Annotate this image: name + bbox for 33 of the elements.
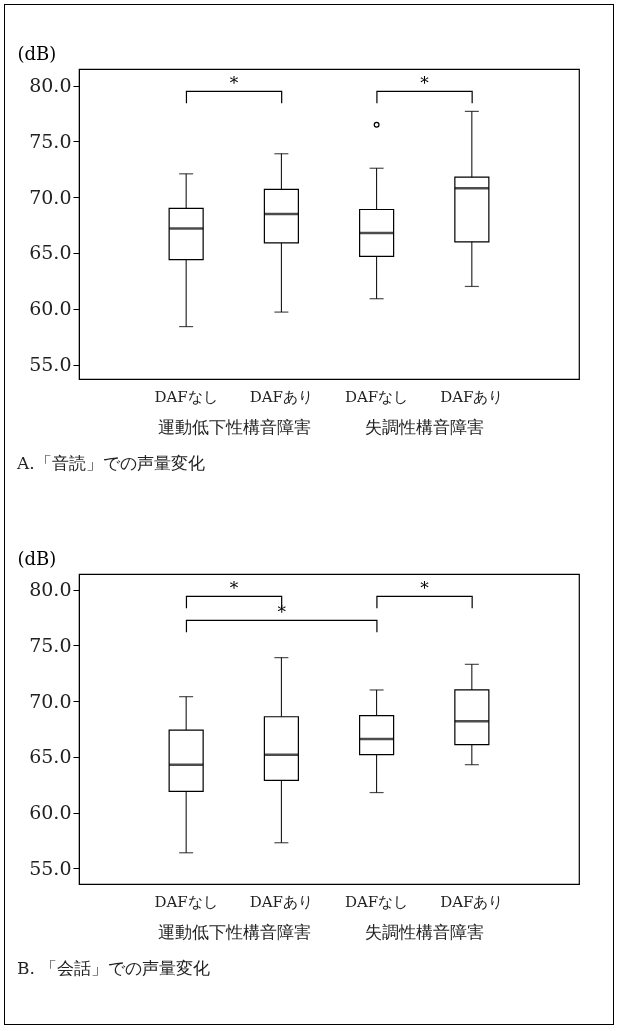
y-tick-label: 65.0: [29, 241, 72, 264]
annotation: *: [229, 578, 239, 599]
annotation: *: [277, 602, 287, 623]
annotation: *: [420, 73, 430, 94]
text: 運動低下性構音障害: [157, 922, 311, 943]
text: 失調性構音障害: [365, 922, 485, 943]
y-tick-label: 75.0: [29, 633, 72, 656]
y-axis-title: (dB): [17, 547, 57, 569]
y-tick-label: 60.0: [29, 801, 72, 824]
x-tick-label: DAFなし: [154, 892, 218, 911]
y-tick-label: 65.0: [29, 745, 72, 768]
text: A.「音読」での声量変化: [16, 453, 205, 473]
y-tick-label: 55.0: [29, 856, 72, 879]
x-tick-label: DAFなし: [154, 387, 218, 406]
x-tick-label: DAFあり: [249, 387, 314, 406]
annotation: *: [229, 73, 239, 94]
text: 運動低下性構音障害: [157, 417, 311, 438]
y-tick-label: 55.0: [29, 353, 72, 375]
text: B. 「会話」での声量変化: [17, 958, 211, 978]
y-tick-label: 75.0: [29, 129, 72, 152]
x-tick-label: DAFあり: [440, 387, 504, 406]
y-tick-label: 80.0: [29, 578, 72, 601]
y-tick-label: 70.0: [29, 185, 72, 208]
y-axis-title: (dB): [17, 42, 57, 64]
annotation: *: [420, 578, 430, 599]
y-tick-label: 60.0: [29, 297, 72, 320]
x-tick-label: DAFなし: [344, 892, 409, 911]
x-tick-label: DAFあり: [440, 892, 504, 911]
x-tick-label: DAFなし: [344, 387, 409, 406]
x-tick-label: DAFあり: [249, 892, 314, 911]
text: 失調性構音障害: [365, 417, 485, 438]
y-tick-label: 70.0: [29, 689, 72, 712]
y-tick-label: 80.0: [29, 74, 72, 97]
